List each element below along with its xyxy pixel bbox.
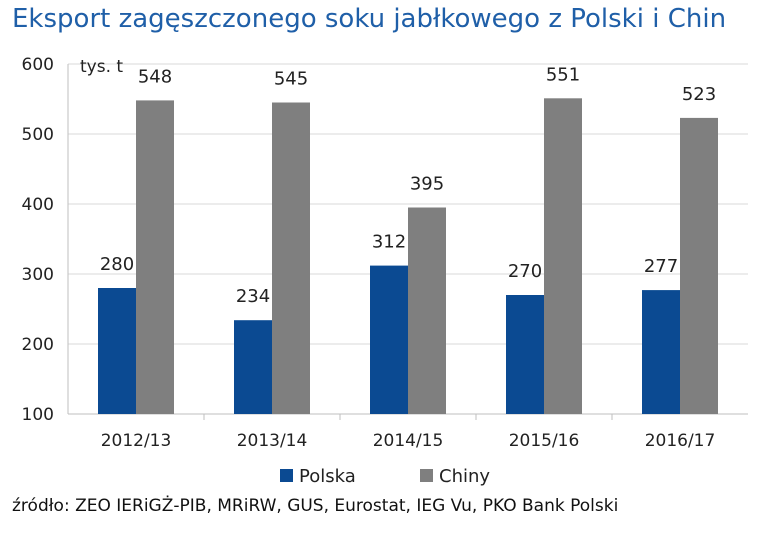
bar-chiny-2012-13 [136, 100, 174, 415]
y-axis-unit: tys. t [80, 57, 123, 77]
bar-chiny-2013-14 [272, 102, 310, 414]
x-tick-label: 2016/17 [645, 431, 716, 451]
data-label: 280 [100, 254, 134, 275]
source-note: źródło: ZEO IERiGŻ-PIB, MRiRW, GUS, Euro… [12, 496, 619, 516]
data-label: 234 [236, 286, 270, 307]
x-tick-label: 2015/16 [509, 431, 580, 451]
bar-chiny-2015-16 [544, 98, 582, 415]
x-tick-label: 2012/13 [101, 431, 172, 451]
data-label: 277 [644, 256, 678, 277]
data-label: 551 [546, 64, 580, 85]
y-tick-label: 400 [22, 195, 54, 215]
legend-label-polska: Polska [299, 466, 356, 487]
bar-polska-2013-14 [234, 320, 272, 414]
x-tick-label: 2013/14 [237, 431, 308, 451]
bar-chiny-2016-17 [680, 117, 718, 415]
data-label: 545 [274, 69, 308, 90]
legend-label-chiny: Chiny [439, 466, 490, 487]
bar-polska-2016-17 [642, 290, 680, 414]
data-label: 312 [372, 232, 406, 253]
bar-polska-2015-16 [506, 295, 544, 414]
bar-polska-2012-13 [98, 288, 136, 414]
data-label: 270 [508, 261, 542, 282]
y-tick-label: 300 [22, 265, 54, 285]
data-label: 395 [410, 174, 444, 195]
bar-chiny-2014-15 [408, 207, 446, 414]
data-label: 548 [138, 66, 172, 87]
y-tick-label: 500 [22, 125, 54, 145]
bar-polska-2014-15 [370, 265, 408, 414]
chart-title: Eksport zagęszczonego soku jabłkowego z … [12, 4, 727, 34]
data-label: 523 [682, 84, 716, 105]
y-tick-label: 600 [22, 55, 54, 75]
y-tick-label: 200 [22, 335, 54, 355]
y-tick-label: 100 [22, 405, 54, 425]
legend-swatch-polska [280, 469, 293, 482]
x-tick-label: 2014/15 [373, 431, 444, 451]
legend-swatch-chiny [420, 469, 433, 482]
